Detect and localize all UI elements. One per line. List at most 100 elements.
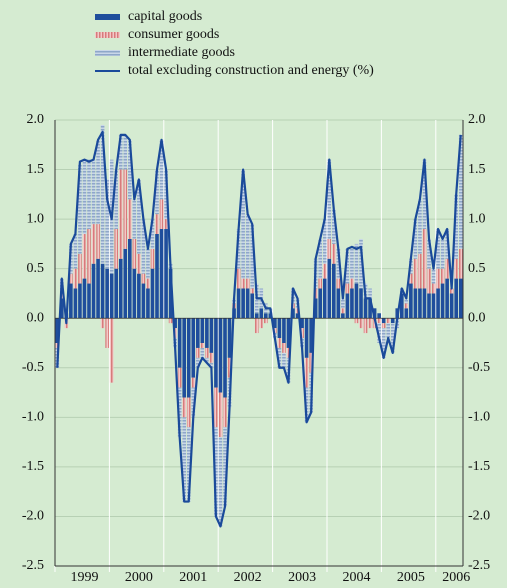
bar-segment [372, 308, 377, 319]
bar-segment [118, 258, 123, 319]
bar-segment [381, 328, 386, 358]
bar-segment [168, 268, 173, 319]
bar-segment [137, 179, 141, 254]
bar-segment [223, 397, 227, 428]
legend-swatch [95, 32, 120, 38]
bar-segment [254, 313, 259, 319]
bar-segment [304, 357, 309, 388]
bar-segment [114, 229, 119, 269]
bar-segment [214, 427, 218, 517]
bar-segment [123, 169, 128, 249]
bar-segment [436, 268, 440, 289]
bar-segment [218, 392, 223, 438]
bar-segment [377, 323, 381, 343]
bar-segment [127, 139, 132, 200]
bar-segment [123, 134, 128, 170]
bar-segment [359, 238, 363, 289]
bar-segment [214, 387, 218, 428]
bar-segment [440, 268, 445, 284]
bar-segment [245, 214, 250, 279]
bar-segment [82, 233, 87, 279]
bar-segment [105, 318, 109, 348]
bar-segment [250, 288, 255, 294]
bar-segment [209, 318, 214, 353]
bar-segment [404, 298, 409, 304]
bar-segment [132, 199, 137, 239]
bar-segment [109, 273, 114, 319]
bar-segment [277, 318, 282, 339]
bar-segment [87, 229, 91, 284]
y2-tick-label: 0.0 [468, 310, 486, 325]
y2-tick-label: 1.0 [468, 211, 486, 226]
bar-segment [440, 238, 445, 269]
bar-segment [182, 318, 187, 398]
bar-segment [427, 238, 431, 269]
bar-segment [318, 278, 323, 289]
bar-segment [91, 263, 96, 319]
bar-segment [322, 263, 327, 279]
y-tick-label: 0.0 [27, 310, 45, 325]
bar-segment [214, 318, 218, 388]
bar-segment [327, 258, 332, 319]
bar-segment [436, 229, 440, 269]
y-tick-label: -2.0 [22, 509, 44, 524]
x-tick-label: 2003 [288, 570, 316, 585]
bar-segment [436, 288, 440, 319]
bar-segment [454, 278, 459, 319]
bar-segment [331, 263, 336, 319]
bar-segment [177, 318, 182, 368]
bar-segment [336, 278, 341, 289]
y-tick-label: 1.0 [27, 211, 45, 226]
bar-segment [268, 313, 273, 319]
bar-segment [182, 397, 187, 418]
bar-segment [123, 248, 128, 319]
bar-segment [164, 219, 168, 230]
bar-segment [390, 318, 395, 324]
bar-segment [377, 318, 381, 324]
bar-segment [137, 273, 141, 319]
bar-segment [55, 318, 60, 343]
bar-segment [241, 169, 245, 279]
bar-segment [245, 278, 250, 289]
bar-segment [445, 229, 449, 259]
y-tick-label: -0.5 [22, 360, 44, 375]
bar-segment [372, 318, 377, 329]
bar-segment [146, 248, 150, 279]
bar-segment [55, 343, 60, 348]
bar-segment [82, 159, 87, 234]
bar-segment [209, 362, 214, 368]
bar-segment [209, 352, 214, 363]
bar-segment [87, 159, 91, 230]
bar-segment [431, 283, 436, 294]
bar-segment [418, 253, 422, 289]
bar-segment [227, 357, 232, 378]
y-tick-label: 0.5 [27, 261, 45, 276]
bar-segment [59, 298, 64, 319]
bar-segment [141, 273, 146, 284]
bar-segment [78, 253, 82, 284]
legend-label: intermediate goods [128, 45, 235, 60]
bar-segment [141, 219, 146, 274]
bar-segment [363, 298, 368, 319]
y-tick-label: -2.5 [22, 558, 44, 573]
bar-segment [409, 283, 413, 319]
bar-segment [341, 313, 345, 319]
bar-segment [191, 318, 196, 378]
bar-segment [404, 308, 409, 319]
bar-segment [182, 417, 187, 502]
bar-segment [418, 288, 422, 319]
bar-segment [418, 199, 422, 254]
bar-segment [146, 278, 150, 289]
bar-segment [96, 224, 100, 259]
bar-segment [345, 248, 350, 284]
bar-segment [109, 318, 114, 383]
bar-segment [150, 268, 155, 319]
bar-segment [327, 238, 332, 259]
bar-segment [286, 318, 291, 348]
bar-segment [78, 164, 82, 254]
bar-segment [141, 283, 146, 319]
bar-segment [368, 318, 372, 329]
bar-segment [159, 229, 164, 319]
bar-segment [368, 298, 372, 319]
bar-segment [336, 288, 341, 319]
